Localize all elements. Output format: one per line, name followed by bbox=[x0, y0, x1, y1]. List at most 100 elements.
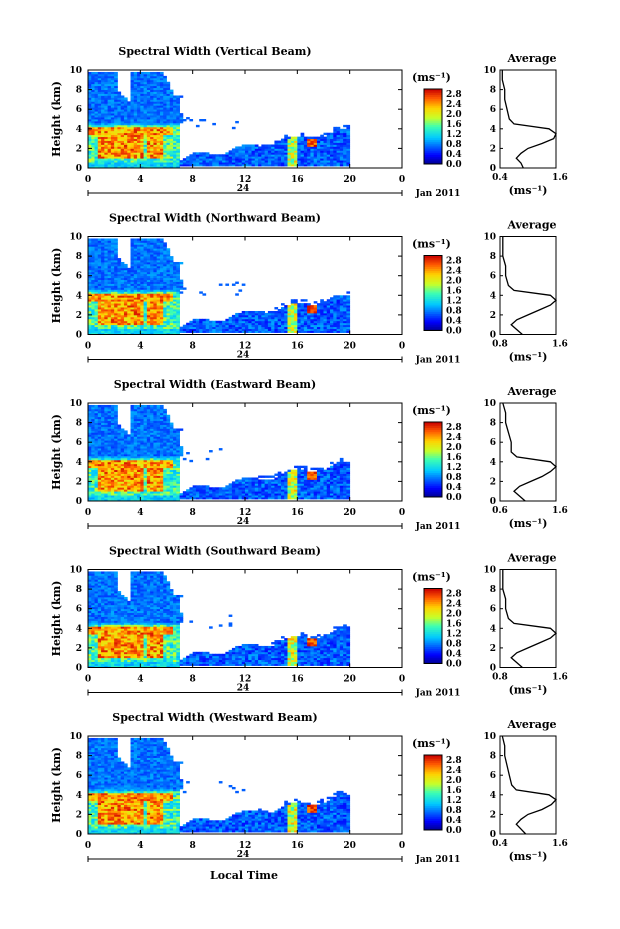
heatmap-cell bbox=[346, 322, 351, 326]
heatmap-cell bbox=[310, 310, 315, 314]
heatmap-cell bbox=[143, 318, 148, 322]
heatmap-cell bbox=[150, 93, 154, 96]
heatmap-cell bbox=[307, 326, 311, 330]
heatmap-cell bbox=[130, 404, 135, 408]
heatmap-cell bbox=[130, 158, 135, 161]
heatmap-cell bbox=[159, 289, 164, 292]
heatmap-cell bbox=[176, 295, 180, 298]
heatmap-cell bbox=[130, 113, 135, 116]
heatmap-cell bbox=[114, 265, 118, 269]
heatmap-cell bbox=[91, 448, 95, 451]
heatmap-cell bbox=[137, 499, 141, 502]
heatmap-cell bbox=[94, 493, 99, 496]
colorbar-step bbox=[424, 113, 442, 116]
heatmap-cell bbox=[333, 156, 337, 159]
heatmap-cell bbox=[143, 275, 148, 279]
heatmap-cell bbox=[303, 160, 308, 163]
heatmap-cell bbox=[127, 152, 131, 155]
heatmap-cell bbox=[156, 299, 161, 302]
heatmap-cell bbox=[117, 312, 122, 316]
heatmap-cell bbox=[313, 160, 318, 163]
heatmap-cell bbox=[133, 307, 138, 310]
heatmap-cell bbox=[117, 475, 122, 478]
heatmap-cell bbox=[104, 316, 109, 320]
heatmap-cell bbox=[107, 130, 112, 134]
y-tick-label: 0 bbox=[76, 331, 82, 341]
heatmap-cell bbox=[94, 117, 99, 120]
heatmap-cell bbox=[107, 446, 112, 449]
heatmap-cell bbox=[104, 281, 109, 284]
heatmap-cell bbox=[150, 158, 154, 161]
heatmap-cell bbox=[339, 299, 344, 302]
heatmap-cell bbox=[133, 146, 138, 149]
heatmap-cell bbox=[117, 158, 122, 161]
heatmap-cell bbox=[163, 271, 167, 275]
heatmap-cell bbox=[137, 332, 141, 335]
heatmap-cell bbox=[336, 307, 341, 310]
heatmap-cell bbox=[130, 444, 135, 447]
heatmap-cell bbox=[91, 250, 95, 253]
heatmap-cell bbox=[104, 246, 109, 249]
heatmap-cell bbox=[120, 134, 125, 138]
heatmap-cell bbox=[133, 97, 138, 100]
heatmap-cell bbox=[146, 73, 151, 77]
heatmap-cell bbox=[140, 248, 144, 251]
heatmap-cell bbox=[303, 316, 308, 320]
heatmap-cell bbox=[173, 122, 177, 126]
heatmap-cell bbox=[143, 128, 148, 132]
heatmap-cell bbox=[133, 305, 138, 308]
heatmap-cell bbox=[130, 273, 135, 277]
heatmap-cell bbox=[88, 154, 92, 157]
heatmap-cell bbox=[101, 254, 105, 257]
x-tick-label: 12 bbox=[239, 175, 252, 185]
heatmap-cell bbox=[101, 119, 105, 122]
heatmap-cell bbox=[290, 148, 295, 151]
heatmap-cell bbox=[101, 140, 105, 143]
heatmap-cell bbox=[153, 148, 158, 151]
heatmap-cell bbox=[143, 324, 148, 328]
heatmap-cell bbox=[323, 309, 328, 312]
heatmap-cell bbox=[205, 162, 210, 165]
heatmap-cell bbox=[316, 303, 321, 306]
heatmap-cell bbox=[323, 138, 328, 141]
heatmap-cell bbox=[97, 495, 102, 498]
heatmap-cell bbox=[110, 267, 115, 271]
heatmap-cell bbox=[107, 152, 112, 155]
heatmap-cell bbox=[127, 140, 131, 143]
heatmap-cell bbox=[114, 424, 118, 427]
heatmap-cell bbox=[123, 430, 128, 433]
heatmap-cell bbox=[140, 83, 144, 87]
heatmap-cell bbox=[150, 328, 154, 331]
heatmap-cell bbox=[127, 463, 131, 467]
heatmap-cell bbox=[241, 156, 246, 159]
heatmap-cell bbox=[150, 307, 154, 310]
heatmap-cell bbox=[107, 330, 112, 333]
heatmap-cell bbox=[123, 330, 128, 333]
heatmap-cell bbox=[202, 293, 207, 296]
heatmap-cell bbox=[150, 450, 154, 453]
heatmap-cell bbox=[333, 324, 337, 328]
heatmap-cell bbox=[120, 101, 125, 104]
heatmap-cell bbox=[235, 293, 239, 296]
heatmap-cell bbox=[110, 154, 115, 157]
heatmap-cell bbox=[163, 126, 167, 130]
heatmap-cell bbox=[97, 473, 102, 476]
heatmap-cell bbox=[91, 132, 95, 136]
heatmap-cell bbox=[114, 324, 118, 328]
heatmap-cell bbox=[150, 144, 154, 147]
heatmap-cell bbox=[156, 240, 161, 243]
heatmap-cell bbox=[189, 119, 194, 122]
heatmap-cell bbox=[326, 156, 331, 159]
heatmap-cell bbox=[88, 483, 92, 486]
heatmap-cell bbox=[277, 326, 282, 330]
heatmap-cell bbox=[271, 328, 275, 331]
heatmap-cell bbox=[123, 450, 128, 453]
heatmap-cell bbox=[176, 152, 180, 155]
heatmap-cell bbox=[297, 303, 301, 306]
heatmap-cell bbox=[101, 277, 105, 281]
heatmap-cell bbox=[110, 465, 115, 469]
heatmap-cell bbox=[222, 160, 226, 163]
heatmap-cell bbox=[143, 87, 148, 90]
heatmap-cell bbox=[91, 332, 95, 335]
heatmap-cell bbox=[225, 283, 230, 286]
